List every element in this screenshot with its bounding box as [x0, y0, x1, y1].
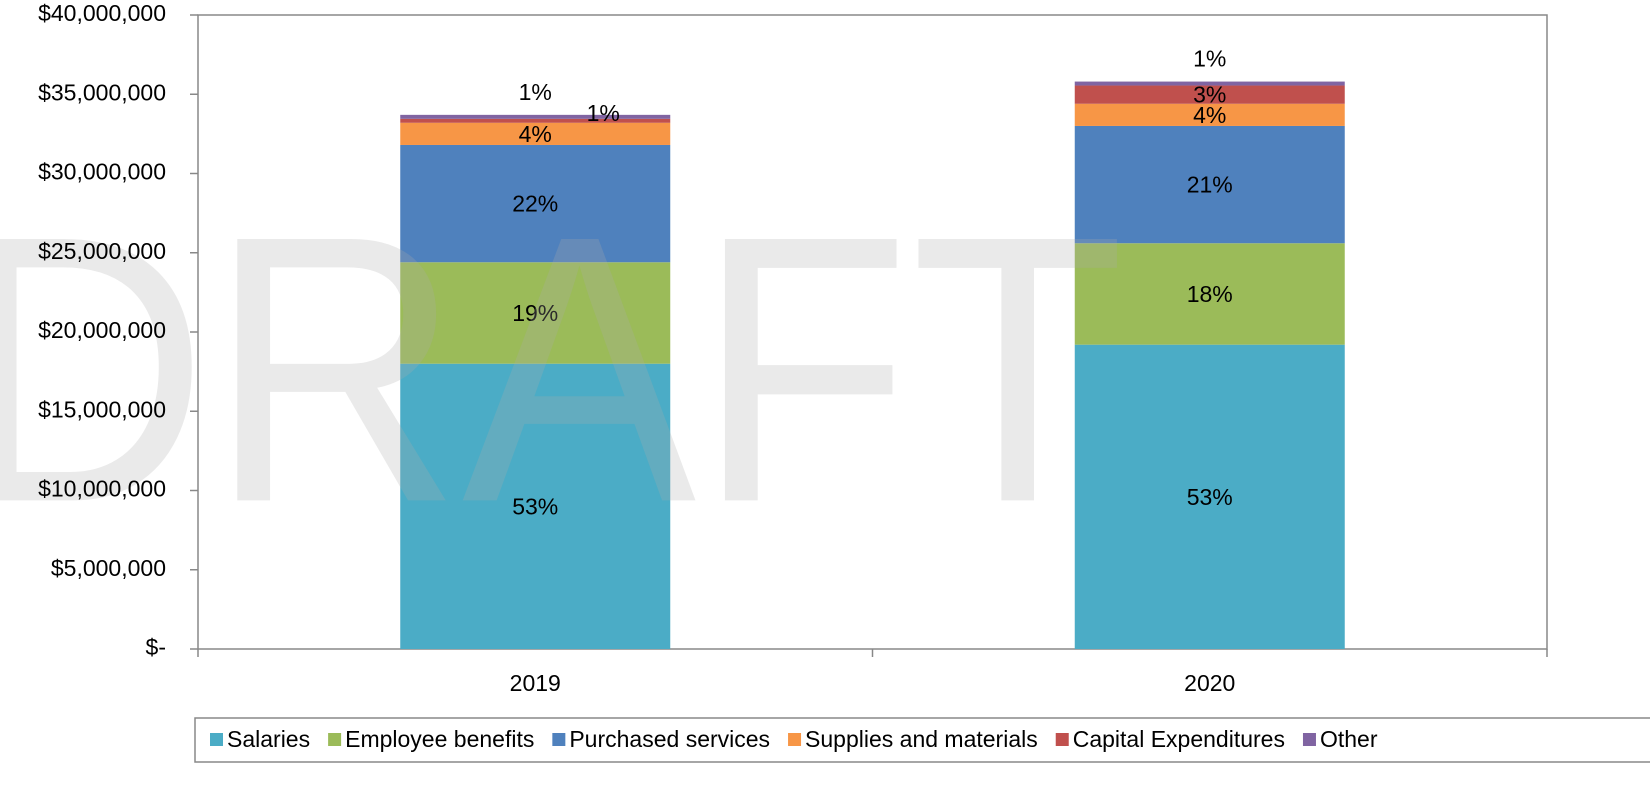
data-label: 18%	[1187, 281, 1233, 307]
bar-segment	[400, 363, 671, 649]
data-label: 21%	[1187, 172, 1233, 198]
bar-segment	[1074, 103, 1345, 126]
bar-segment	[400, 144, 671, 263]
data-label: 1%	[587, 100, 620, 126]
legend-swatch	[210, 733, 223, 746]
bar-segment	[400, 122, 671, 145]
y-tick-label: $25,000,000	[38, 238, 166, 264]
bar-segment	[400, 114, 671, 119]
y-tick-label: $20,000,000	[38, 317, 166, 343]
x-tick-label: 2019	[510, 670, 561, 696]
data-label: 3%	[1193, 82, 1226, 108]
legend-box	[194, 717, 1650, 763]
data-label: 4%	[519, 121, 552, 147]
bar-segment	[1074, 243, 1345, 345]
legend-swatch	[1055, 733, 1069, 746]
bar-segment	[400, 118, 671, 123]
y-tick-label: $15,000,000	[38, 396, 166, 422]
data-label: 1%	[1193, 46, 1226, 72]
legend-label: Other	[1320, 726, 1378, 752]
x-tick-label: 2020	[1184, 670, 1235, 696]
data-label: 19%	[512, 300, 558, 326]
bar-segment	[1074, 344, 1345, 649]
data-label: 22%	[512, 191, 558, 217]
labels: 53%19%22%4%1%1%53%18%21%4%3%1%	[512, 46, 1233, 520]
data-label: 53%	[512, 493, 558, 519]
legend-label: Salaries	[227, 726, 310, 752]
y-tick-label: $35,000,000	[38, 79, 166, 105]
bar-segment	[1074, 85, 1345, 104]
data-label: 4%	[1193, 102, 1226, 128]
legend-label: Supplies and materials	[805, 726, 1038, 752]
data-label: 53%	[1187, 484, 1233, 510]
y-tick-label: $5,000,000	[51, 555, 166, 581]
legend-label: Employee benefits	[345, 726, 534, 752]
data-label: 1%	[519, 79, 552, 105]
legend-swatch	[552, 733, 566, 746]
y-tick-label: $-	[146, 634, 166, 660]
legend-swatch	[1302, 733, 1316, 746]
bar-segment	[1074, 81, 1345, 86]
y-tick-label: $30,000,000	[38, 159, 166, 185]
bar-segment	[1074, 125, 1345, 244]
legend-label: Capital Expenditures	[1073, 726, 1285, 752]
bar-segment	[400, 262, 671, 364]
legend-swatch	[788, 733, 802, 746]
y-tick-label: $40,000,000	[38, 0, 166, 26]
y-tick-label: $10,000,000	[38, 476, 166, 502]
watermark: DRAFT	[0, 156, 1125, 581]
bars	[400, 81, 1345, 649]
legend-swatch	[328, 733, 342, 746]
legend-label: Purchased services	[569, 726, 770, 752]
